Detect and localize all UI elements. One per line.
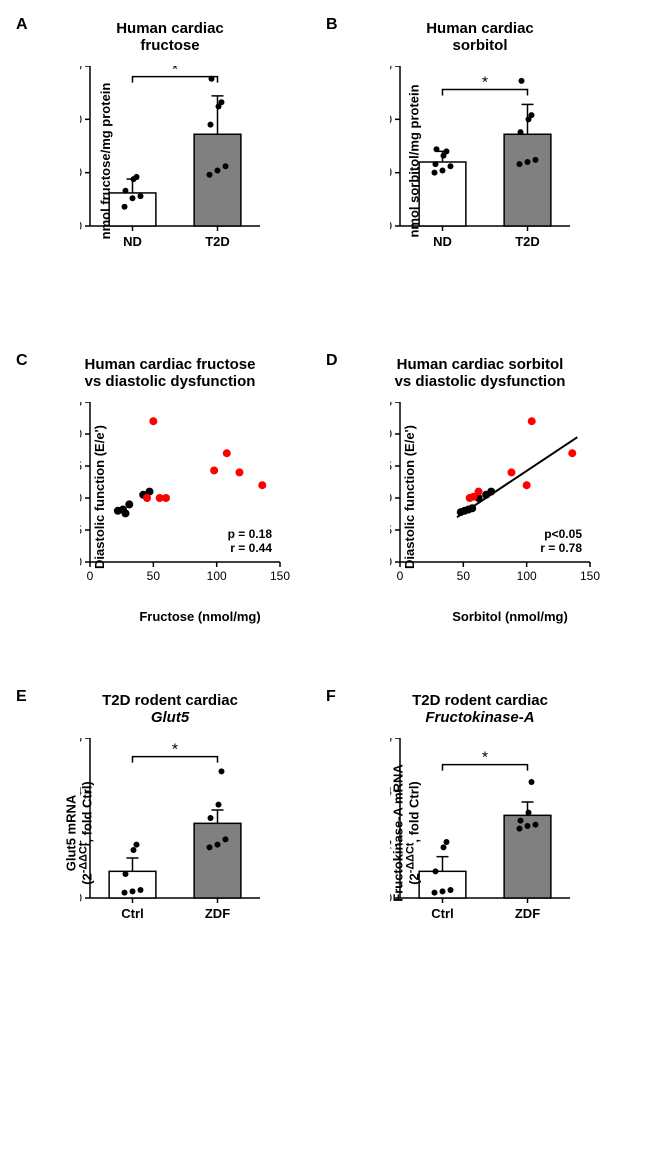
svg-text:ZDF: ZDF	[205, 906, 230, 921]
svg-text:Ctrl: Ctrl	[431, 906, 453, 921]
chart-area: Diastolic function (E/e')051015202505010…	[80, 402, 320, 592]
svg-text:0: 0	[80, 555, 82, 569]
panel-B: BHuman cardiacsorbitolnmol sorbitol/mg p…	[330, 20, 630, 296]
y-axis-label: Diastolic function (E/e')	[93, 425, 107, 569]
svg-text:6: 6	[80, 738, 82, 745]
svg-text:6: 6	[390, 738, 392, 745]
chart-area: nmol fructose/mg protein 0 50 100 150 ND T2D *	[80, 66, 320, 256]
svg-text:ZDF: ZDF	[515, 906, 540, 921]
y-axis-label: Glut5 mRNA(2-ΔΔCt, fold Ctrl)	[64, 781, 95, 885]
svg-text:10: 10	[390, 491, 392, 505]
svg-text:50: 50	[147, 569, 161, 583]
svg-text:15: 15	[390, 459, 392, 473]
y-axis-label: Fructokinase-A mRNA(2-ΔΔCt, fold Ctrl)	[391, 764, 422, 901]
panel-A: AHuman cardiacfructosenmol fructose/mg p…	[20, 20, 320, 296]
svg-text:ND: ND	[433, 234, 452, 249]
svg-text:10: 10	[80, 491, 82, 505]
panel-letter: C	[16, 352, 28, 370]
y-axis-label: nmol sorbitol/mg protein	[407, 84, 421, 237]
bar-chart-svg: 0246CtrlZDF*	[80, 738, 270, 928]
panel-title: Human cardiac fructosevs diastolic dysfu…	[20, 356, 320, 392]
svg-text:*: *	[172, 66, 178, 79]
svg-text:25: 25	[80, 402, 82, 409]
svg-text:T2D: T2D	[205, 234, 230, 249]
svg-text:5: 5	[390, 523, 392, 537]
panel-title: T2D rodent cardiacFructokinase-A	[330, 692, 630, 728]
svg-text:p<0.05: p<0.05	[544, 527, 582, 541]
scatter-chart-svg: 0 5 10 15 20 25 0 50 100 150 p = 0.18r = 0.44	[80, 402, 290, 592]
panel-letter: A	[16, 16, 28, 34]
panel-title: T2D rodent cardiacGlut5	[20, 692, 320, 728]
y-axis-label: nmol fructose/mg protein	[99, 83, 113, 240]
svg-text:*: *	[172, 742, 178, 759]
panel-F: FT2D rodent cardiacFructokinase-AFructok…	[330, 692, 630, 968]
svg-text:100: 100	[207, 569, 227, 583]
svg-text:ND: ND	[123, 234, 142, 249]
panel-title: Human cardiacsorbitol	[330, 20, 630, 56]
svg-text:150: 150	[270, 569, 290, 583]
panel-title: Human cardiacfructose	[20, 20, 320, 56]
svg-text:150: 150	[390, 66, 392, 73]
svg-text:150: 150	[80, 66, 82, 73]
svg-text:15: 15	[80, 459, 82, 473]
svg-text:50: 50	[457, 569, 471, 583]
svg-text:0: 0	[397, 569, 404, 583]
chart-area: Diastolic function (E/e')051015202505010…	[390, 402, 630, 592]
svg-text:0: 0	[87, 569, 94, 583]
panel-title: Human cardiac sorbitolvs diastolic dysfu…	[330, 356, 630, 392]
svg-text:Ctrl: Ctrl	[121, 906, 143, 921]
svg-text:5: 5	[80, 523, 82, 537]
svg-text:100: 100	[80, 112, 82, 126]
panel-letter: D	[326, 352, 338, 370]
svg-text:p = 0.18: p = 0.18	[228, 527, 273, 541]
panel-letter: F	[326, 688, 336, 706]
panel-letter: B	[326, 16, 338, 34]
svg-text:20: 20	[390, 427, 392, 441]
x-axis-label: Sorbitol (nmol/mg)	[452, 609, 568, 624]
svg-text:0: 0	[390, 555, 392, 569]
chart-area: Fructokinase-A mRNA(2-ΔΔCt, fold Ctrl)02…	[390, 738, 630, 928]
chart-area: nmol sorbitol/mg protein 0 50 100 150 ND T2D *	[390, 66, 630, 256]
svg-text:0: 0	[80, 891, 82, 905]
svg-text:100: 100	[517, 569, 537, 583]
svg-text:0: 0	[80, 219, 82, 233]
svg-text:150: 150	[580, 569, 600, 583]
svg-text:20: 20	[80, 427, 82, 441]
svg-text:100: 100	[390, 112, 392, 126]
panel-letter: E	[16, 688, 27, 706]
panel-E: ET2D rodent cardiacGlut5Glut5 mRNA(2-ΔΔC…	[20, 692, 320, 968]
svg-text:r = 0.44: r = 0.44	[230, 541, 272, 555]
scatter-chart-svg: 0 5 10 15 20 25 0 50 100 150 p<0.05r = 0.78	[390, 402, 600, 592]
svg-text:25: 25	[390, 402, 392, 409]
svg-text:*: *	[482, 750, 488, 767]
svg-text:50: 50	[390, 166, 392, 180]
svg-text:*: *	[482, 74, 488, 91]
svg-text:0: 0	[390, 219, 392, 233]
panel-C: CHuman cardiac fructosevs diastolic dysf…	[20, 356, 320, 632]
svg-text:T2D: T2D	[515, 234, 540, 249]
svg-text:r = 0.78: r = 0.78	[540, 541, 582, 555]
chart-area: Glut5 mRNA(2-ΔΔCt, fold Ctrl)0246CtrlZDF…	[80, 738, 320, 928]
panel-D: DHuman cardiac sorbitolvs diastolic dysf…	[330, 356, 630, 632]
svg-text:50: 50	[80, 166, 82, 180]
x-axis-label: Fructose (nmol/mg)	[139, 609, 260, 624]
y-axis-label: Diastolic function (E/e')	[403, 425, 417, 569]
